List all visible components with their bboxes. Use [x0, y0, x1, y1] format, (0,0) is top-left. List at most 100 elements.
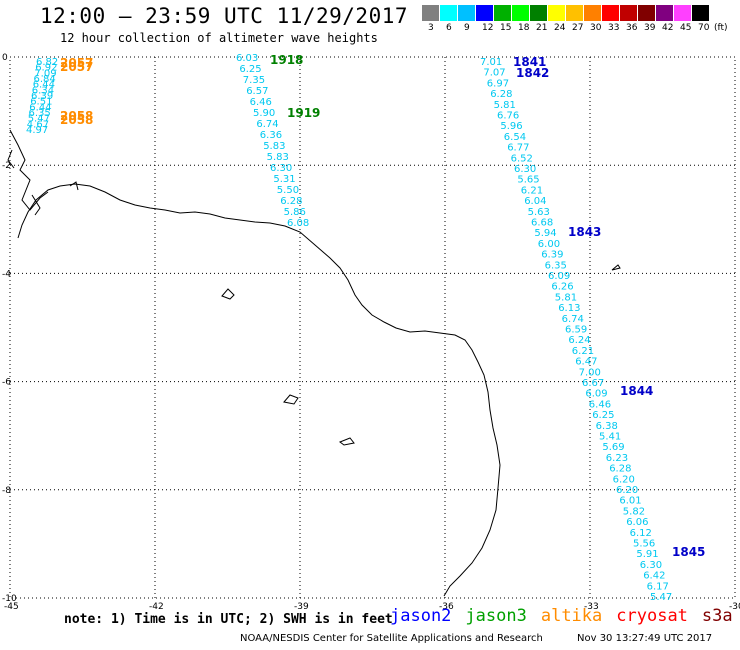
swh-value: 6.46: [589, 399, 611, 410]
swh-value: 7.01: [480, 57, 502, 68]
lon-tick-label: -36: [439, 602, 454, 610]
swh-value: 6.30: [640, 560, 662, 571]
pass-number-label: 1842: [516, 66, 549, 80]
lat-tick-label: -4: [2, 269, 11, 279]
lat-tick-label: -10: [2, 594, 17, 604]
legend-swatch: [566, 5, 584, 21]
wave-height-map: -45-42-39-36-33-300-2-4-6-8-10 6.826.927…: [2, 53, 740, 610]
swh-value: 6.20: [616, 485, 638, 496]
swh-value: 6.09: [548, 271, 570, 282]
swh-value: 6.25: [239, 64, 261, 75]
coastline-islands-north: [7, 129, 79, 216]
legend-label: 27: [572, 23, 584, 33]
swh-value: 5.65: [517, 175, 539, 186]
legend-swatch: [584, 5, 602, 21]
swh-value: 6.74: [256, 119, 278, 130]
swh-value: 6.28: [280, 196, 302, 207]
swh-value: 5.83: [267, 152, 289, 163]
pass-number-label: 1918: [270, 53, 303, 67]
legend-swatch: [674, 5, 692, 21]
swh-value: 7.00: [579, 367, 601, 378]
swh-value: 6.74: [562, 314, 584, 325]
swh-value: 7.09: [34, 68, 56, 79]
legend-swatch: [458, 5, 476, 21]
swh-value: 6.92: [35, 63, 57, 74]
swh-value: 6.26: [551, 282, 573, 293]
lat-lon-grid: [9, 56, 736, 599]
swh-value: 6.21: [521, 185, 543, 196]
swh-value: 6.35: [29, 108, 51, 119]
swh-value: 5.63: [528, 207, 550, 218]
swh-value: 5.83: [263, 141, 285, 152]
altimeter-tracks: 6.826.927.096.846.446.346.396.516.446.35…: [26, 53, 705, 603]
swh-value: 6.68: [531, 218, 553, 229]
swh-value: 7.35: [243, 75, 265, 86]
lat-tick-label: -6: [2, 378, 11, 388]
swh-value: 6.38: [596, 421, 618, 432]
swh-value: 6.42: [643, 571, 665, 582]
pass-number-label: 2058: [60, 109, 93, 123]
swh-value: 6.06: [626, 517, 648, 528]
lat-tick-label: -8: [2, 486, 11, 496]
footer-credit: NOAA/NESDIS Center for Satellite Applica…: [240, 633, 543, 644]
swh-value: 6.67: [582, 378, 604, 389]
lon-tick-label: -30: [729, 602, 740, 610]
map-frame: [9, 56, 736, 599]
swh-value: 5.82: [623, 506, 645, 517]
lat-tick-label: 0: [2, 53, 8, 63]
color-legend: [422, 5, 710, 21]
island-b: [283, 394, 299, 405]
swh-value: 6.25: [592, 410, 614, 421]
satellite-legend: jason2 jason3 altika cryosat s3a: [390, 606, 740, 626]
lat-tick-label: -2: [2, 161, 11, 171]
island-a: [221, 288, 235, 300]
footer-note: note: 1) Time is in UTC; 2) SWH is in fe…: [64, 612, 393, 627]
legend-swatch: [494, 5, 512, 21]
swh-value: 5.31: [273, 174, 295, 185]
legend-swatch: [602, 5, 620, 21]
swh-value: 6.30: [270, 163, 292, 174]
legend-label: 45: [680, 23, 692, 33]
legend-label: 9: [464, 23, 470, 33]
pass-number-label: 2058: [60, 113, 93, 127]
swh-value: 6.51: [30, 97, 52, 108]
swh-value: 5.94: [534, 228, 556, 239]
swh-value: 6.23: [606, 453, 628, 464]
pass-number-label: 1845: [672, 545, 705, 559]
swh-value: 6.30: [514, 164, 536, 175]
swh-value: 6.39: [31, 91, 53, 102]
swh-value: 6.59: [565, 325, 587, 336]
satellite-jason3: jason3: [465, 606, 527, 626]
pass-number-label: 2057: [60, 56, 93, 70]
swh-value: 6.47: [575, 357, 597, 368]
swh-value: 6.24: [568, 335, 590, 346]
legend-swatch: [530, 5, 548, 21]
swh-value: 6.44: [29, 102, 51, 113]
swh-value: 6.46: [250, 97, 272, 108]
page-subtitle: 12 hour collection of altimeter wave hei…: [60, 31, 378, 45]
legend-label: 3: [428, 23, 434, 33]
swh-value: 5.47: [650, 592, 672, 603]
footer-timestamp: Nov 30 13:27:49 UTC 2017: [577, 633, 713, 644]
legend-swatch: [422, 5, 440, 21]
legend-swatch: [476, 5, 494, 21]
swh-value: 6.57: [246, 86, 268, 97]
swh-value: 4.97: [26, 125, 48, 136]
swh-value: 6.77: [507, 143, 529, 154]
island-c: [338, 437, 355, 446]
swh-value: 6.08: [287, 218, 309, 229]
legend-label: 6: [446, 23, 452, 33]
legend-swatch: [656, 5, 674, 21]
island-d: [611, 264, 621, 271]
swh-value: 6.20: [613, 474, 635, 485]
swh-value: 5.81: [494, 100, 516, 111]
swh-value: 6.84: [34, 74, 56, 85]
swh-value: 5.47: [28, 114, 50, 125]
legend-label: 70: [698, 23, 710, 33]
legend-swatch: [440, 5, 458, 21]
swh-value: 6.03: [236, 53, 258, 64]
satellite-altika: altika: [540, 606, 603, 626]
swh-value: 5.69: [602, 442, 624, 453]
swh-value: 6.34: [32, 85, 54, 96]
satellite-s3a: s3a: [701, 606, 733, 626]
